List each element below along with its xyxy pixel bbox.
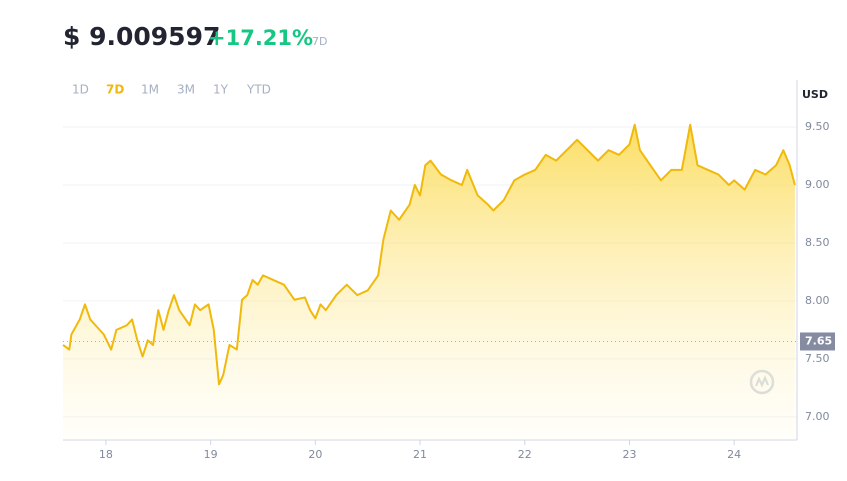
price-line [62, 123, 796, 386]
y-tick-label: 8.50 [805, 236, 830, 249]
x-tick-label: 19 [204, 448, 218, 461]
x-tick-label: 23 [622, 448, 636, 461]
x-tick-label: 21 [413, 448, 427, 461]
y-tick-label: 9.00 [805, 178, 830, 191]
x-tick-label: 24 [727, 448, 741, 461]
x-tick-label: 18 [99, 448, 113, 461]
change: +17.21% [208, 26, 313, 50]
range-tab[interactable]: 3M [177, 83, 195, 97]
x-tick-label: 20 [308, 448, 322, 461]
range-tab[interactable]: YTD [246, 83, 271, 97]
range-tabs: 1D 7D 1M 3M 1Y YTD [72, 83, 271, 97]
price: $ 9.009597 [63, 22, 220, 51]
y-tick-label: 9.50 [805, 120, 830, 133]
range-tab[interactable]: 1M [141, 83, 159, 97]
y-tick-label: 7.50 [805, 352, 830, 365]
reference-badge [800, 332, 835, 351]
y-tick-label: 8.00 [805, 294, 830, 307]
currency: USD [802, 88, 828, 101]
period: 7D [312, 35, 327, 48]
y-tick-label: 7.00 [805, 410, 830, 423]
reference-label: 7.65 [805, 334, 832, 347]
area [63, 124, 795, 441]
range-tab[interactable]: 1Y [213, 83, 229, 97]
range-tab[interactable]: 1D [72, 83, 89, 97]
range-tab[interactable]: 7D [106, 83, 124, 97]
x-tick-label: 22 [518, 448, 532, 461]
